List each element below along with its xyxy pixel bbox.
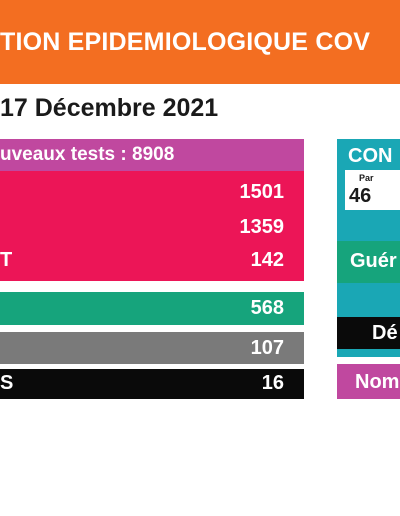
deaths-strip: Dé xyxy=(337,317,400,349)
black-row: S 16 xyxy=(0,369,304,399)
new-tests-bar: uveaux tests : 8908 xyxy=(0,139,304,171)
right-panel-title: CON xyxy=(348,145,393,167)
right-card-small-text: Par xyxy=(359,173,374,183)
header-title: TION EPIDEMIOLOGIQUE COV xyxy=(0,28,371,56)
right-card: Par 46 xyxy=(345,170,400,210)
cases-value-1: 1501 xyxy=(239,181,285,203)
recovered-label: Guér xyxy=(350,250,397,272)
green-row: 568 xyxy=(0,292,304,325)
deaths-label: Dé xyxy=(372,322,398,344)
gray-row: 107 xyxy=(0,332,304,364)
right-panel: CON Par 46 Guér Dé xyxy=(337,139,400,357)
black-partial-label: S xyxy=(0,372,14,394)
recovered-strip: Guér xyxy=(337,241,400,283)
right-card-number: 46 xyxy=(349,185,372,207)
header-band: TION EPIDEMIOLOGIQUE COV xyxy=(0,0,400,84)
gray-value: 107 xyxy=(250,337,284,359)
new-tests-label: uveaux tests : 8908 xyxy=(0,144,175,165)
cases-value-2: 1359 xyxy=(239,216,285,238)
cases-value-3: 142 xyxy=(250,249,284,271)
count-strip: Nom xyxy=(337,364,400,399)
cases-partial-label: T xyxy=(0,249,13,271)
count-label: Nom xyxy=(355,371,400,393)
date-line: 17 Décembre 2021 xyxy=(0,94,219,122)
green-value: 568 xyxy=(250,297,284,319)
black-value: 16 xyxy=(261,372,284,394)
cases-block: 1501 1359 T 142 xyxy=(0,171,304,281)
